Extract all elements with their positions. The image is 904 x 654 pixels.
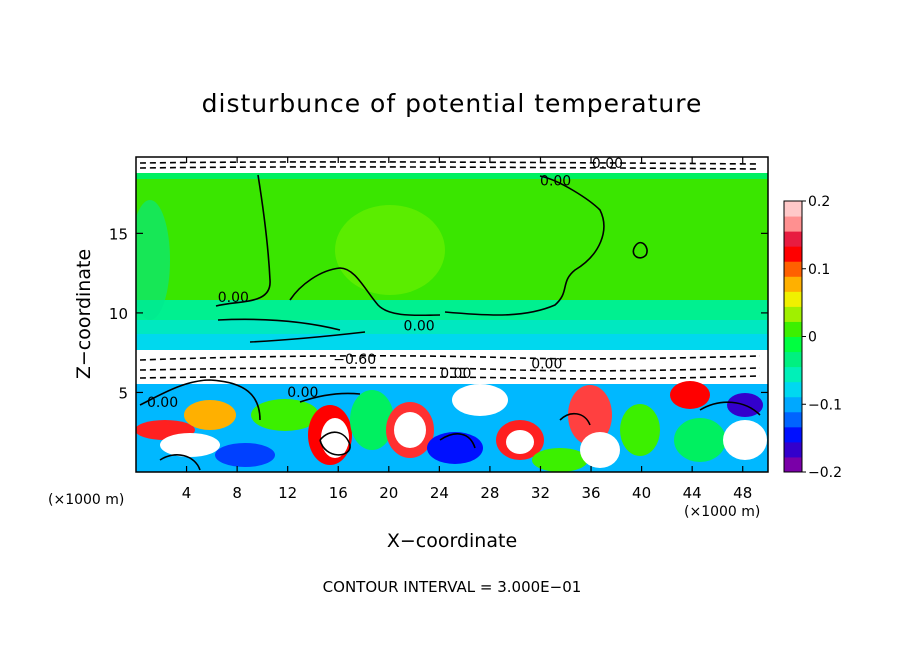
- contour-line: [217, 318, 341, 331]
- x-tick-label: 20: [379, 484, 398, 502]
- field-region: [452, 384, 508, 416]
- colorbar-swatch: [784, 306, 802, 322]
- contour-line-negative: [139, 166, 761, 170]
- field-region: [136, 300, 768, 320]
- contour-line: [699, 401, 761, 416]
- colorbar-swatch: [784, 426, 802, 443]
- contour-line: [439, 433, 476, 449]
- colorbar-swatch: [784, 441, 802, 458]
- colorbar-swatch: [784, 411, 802, 428]
- contour-label: 0.00: [592, 156, 623, 172]
- colorbar-swatch: [784, 381, 802, 398]
- colorbar: 0.2 0.1 0 −0.1 −0.2: [783, 194, 842, 481]
- colorbar-swatch: [784, 351, 802, 368]
- y-tick-label: 10: [109, 305, 128, 323]
- colorbar-tick-label: 0.2: [808, 194, 830, 210]
- x-tick-label: 40: [632, 484, 651, 502]
- contour-line: [139, 379, 261, 421]
- x-tick-label: 8: [232, 484, 242, 502]
- colorbar-swatch: [784, 321, 802, 337]
- plot-area: [136, 157, 768, 472]
- field-region: [136, 157, 768, 173]
- field-region: [620, 404, 660, 456]
- colorbar-swatch: [784, 216, 802, 232]
- plot-frame: [135, 156, 769, 473]
- contour-line: [215, 174, 271, 307]
- contour-line: [559, 412, 591, 426]
- colorbar-swatch: [784, 336, 802, 353]
- contour-line-negative: [139, 375, 761, 380]
- colorbar-tick-label: −0.2: [808, 465, 842, 481]
- x-tick-label: 16: [329, 484, 348, 502]
- field-region: [506, 430, 534, 454]
- x-tick-label: 12: [278, 484, 297, 502]
- field-region: [136, 320, 768, 334]
- field-region: [674, 418, 726, 462]
- contour-label: 0.00: [440, 366, 471, 382]
- y-tick-label: 5: [118, 384, 128, 402]
- contour-line-negative: [139, 161, 761, 165]
- contour-line: [289, 267, 441, 317]
- colorbar-swatch: [784, 366, 802, 383]
- colorbar-swatch: [784, 456, 802, 473]
- x-tick-label: 24: [430, 484, 449, 502]
- contour-label: 0.00: [404, 318, 435, 334]
- colorbar-tick-label: 0: [808, 330, 817, 346]
- colorbar-swatch: [784, 276, 802, 292]
- contour-interval-note: CONTOUR INTERVAL = 3.000E−01: [323, 578, 582, 596]
- field-region: [136, 334, 768, 350]
- x-unit-label-left: (×1000 m): [48, 492, 124, 508]
- contour-line: [249, 331, 366, 343]
- field-region: [532, 448, 588, 472]
- x-tick-label: 36: [581, 484, 600, 502]
- field-region: [394, 412, 426, 448]
- contour-line-negative: [139, 355, 761, 361]
- colorbar-swatch: [784, 201, 802, 217]
- colorbar-swatch: [784, 396, 802, 413]
- colorbar-swatch: [784, 291, 802, 307]
- field-region: [723, 420, 767, 460]
- contour-line: [159, 454, 201, 471]
- y-tick-label: 15: [109, 225, 128, 243]
- field-region: [670, 381, 710, 409]
- x-tick-label: 48: [733, 484, 752, 502]
- contour-label: 0.00: [531, 357, 562, 373]
- x-unit-label-right: (×1000 m): [684, 504, 760, 520]
- field-region: [136, 200, 170, 320]
- contour-label: −0.60: [333, 352, 376, 368]
- field-region: [184, 400, 236, 430]
- contour-label: 0.00: [287, 385, 318, 401]
- field-region: [580, 432, 620, 468]
- field-region: [215, 443, 275, 467]
- x-axis-label: X−coordinate: [387, 530, 517, 552]
- x-tick-label: 44: [683, 484, 702, 502]
- colorbar-tick-label: −0.1: [808, 397, 842, 413]
- contour-label: 0.00: [218, 290, 249, 306]
- field-region: [350, 390, 394, 450]
- y-axis-label: Z−coordinate: [73, 249, 95, 379]
- field-region: [136, 173, 768, 179]
- colorbar-swatch: [784, 261, 802, 277]
- contour-line: [632, 241, 648, 259]
- x-tick-label: 4: [182, 484, 192, 502]
- contour-line: [319, 431, 351, 456]
- contour-line: [444, 175, 605, 316]
- chart-title: disturbunce of potential temperature: [202, 89, 703, 118]
- field-region: [335, 205, 445, 295]
- field-region: [160, 433, 220, 457]
- contour-label: 0.00: [540, 174, 571, 190]
- x-tick-label: 28: [480, 484, 499, 502]
- field-region: [251, 399, 319, 431]
- colorbar-swatch: [784, 246, 802, 262]
- field-region: [568, 385, 612, 445]
- field-region: [321, 418, 349, 458]
- contour-line-negative: [139, 366, 761, 372]
- colorbar-tick-label: 0.1: [808, 262, 830, 278]
- colorbar-swatch: [784, 231, 802, 247]
- contour-label: 0.00: [147, 395, 178, 411]
- contour-line: [299, 392, 361, 403]
- x-tick-label: 32: [531, 484, 550, 502]
